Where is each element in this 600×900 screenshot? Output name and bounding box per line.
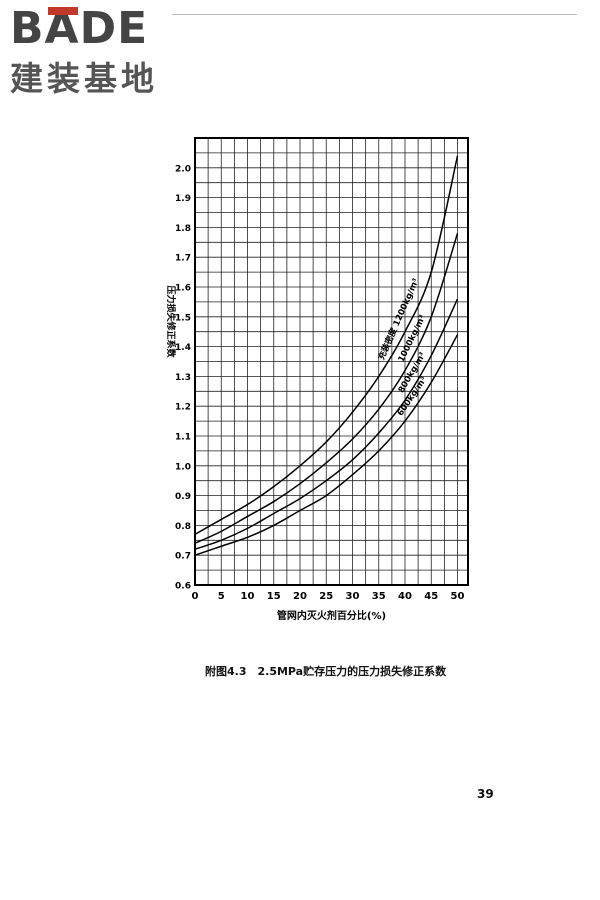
brand-name: BADE: [10, 3, 149, 54]
page-number: 39: [477, 787, 494, 801]
y-tick-label: 1.0: [175, 462, 191, 472]
y-tick-label: 1.7: [175, 254, 191, 264]
y-tick-label: 2.0: [175, 164, 191, 174]
y-tick-label: 0.6: [175, 582, 191, 592]
y-tick-label: 1.5: [175, 313, 191, 323]
header-rule: [172, 14, 577, 15]
y-tick-label: 0.8: [175, 522, 191, 532]
y-tick-label: 1.2: [175, 403, 191, 413]
series-curve: [194, 334, 459, 556]
brand-subtitle: 建装基地: [10, 59, 158, 98]
series-curve: [194, 298, 459, 550]
plot-frame: [194, 137, 469, 586]
x-tick-label: 45: [424, 591, 438, 602]
brand-logo: BADE 建装基地: [10, 4, 175, 99]
figure-caption: 附图4.3 2.5MPa贮存压力的压力损失修正系数: [205, 665, 447, 678]
y-axis-label: 压力损失修正系数: [165, 285, 177, 358]
y-tick-label: 1.6: [175, 284, 191, 294]
x-tick-label: 25: [319, 591, 333, 602]
series-label: 充装密度 1200kg/m³: [376, 276, 422, 361]
correction-factor-chart: 0 5 10 15 20 25 30 35 40 45 50 0.6 0.7 0.8 0.9 1.0 1.1 1.…: [165, 137, 469, 622]
y-tick-label: 1.8: [175, 224, 191, 234]
x-tick-label: 15: [267, 591, 281, 602]
x-tick-label: 50: [451, 591, 465, 602]
y-tick-label: 1.4: [175, 343, 191, 353]
x-tick-label: 5: [218, 591, 225, 602]
x-tick-label: 35: [372, 591, 386, 602]
y-tick-label: 0.7: [175, 552, 191, 562]
y-tick-label: 1.1: [175, 433, 191, 443]
series-curve: [194, 155, 459, 535]
y-tick-label: 1.3: [175, 373, 191, 383]
x-axis-label: 管网内灭火剂百分比(%): [277, 609, 386, 622]
x-tick-label: 10: [241, 591, 255, 602]
y-tick-label: 1.9: [175, 194, 191, 204]
series-curve: [194, 233, 459, 544]
brand-accent-bar: [48, 7, 78, 15]
x-tick-label: 20: [293, 591, 307, 602]
x-tick-label: 30: [346, 591, 360, 602]
x-tick-label: 40: [398, 591, 412, 602]
y-tick-label: 0.9: [175, 492, 191, 502]
x-tick-label: 0: [192, 591, 199, 602]
